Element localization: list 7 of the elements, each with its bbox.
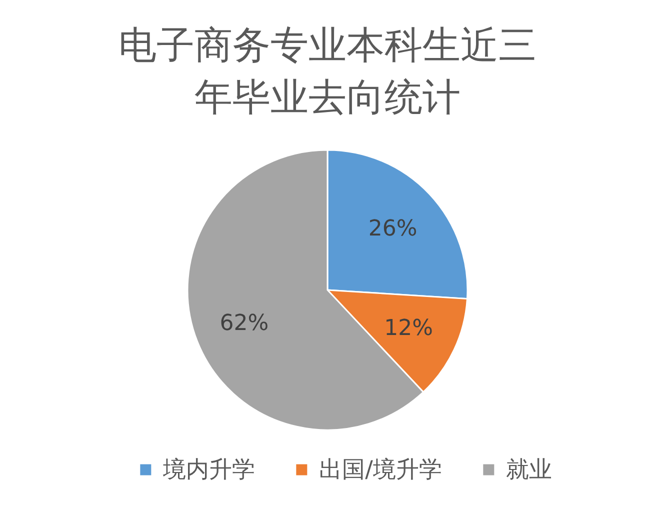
data-label: 62% bbox=[220, 310, 269, 336]
data-label: 26% bbox=[368, 216, 418, 242]
chart-title: 电子商务专业本科生近三年毕业去向统计 bbox=[118, 23, 536, 119]
legend-label: 就业 bbox=[506, 456, 552, 483]
data-label: 12% bbox=[384, 316, 434, 342]
legend-label: 境内升学 bbox=[162, 456, 256, 483]
legend-label: 出国/境升学 bbox=[319, 456, 442, 483]
